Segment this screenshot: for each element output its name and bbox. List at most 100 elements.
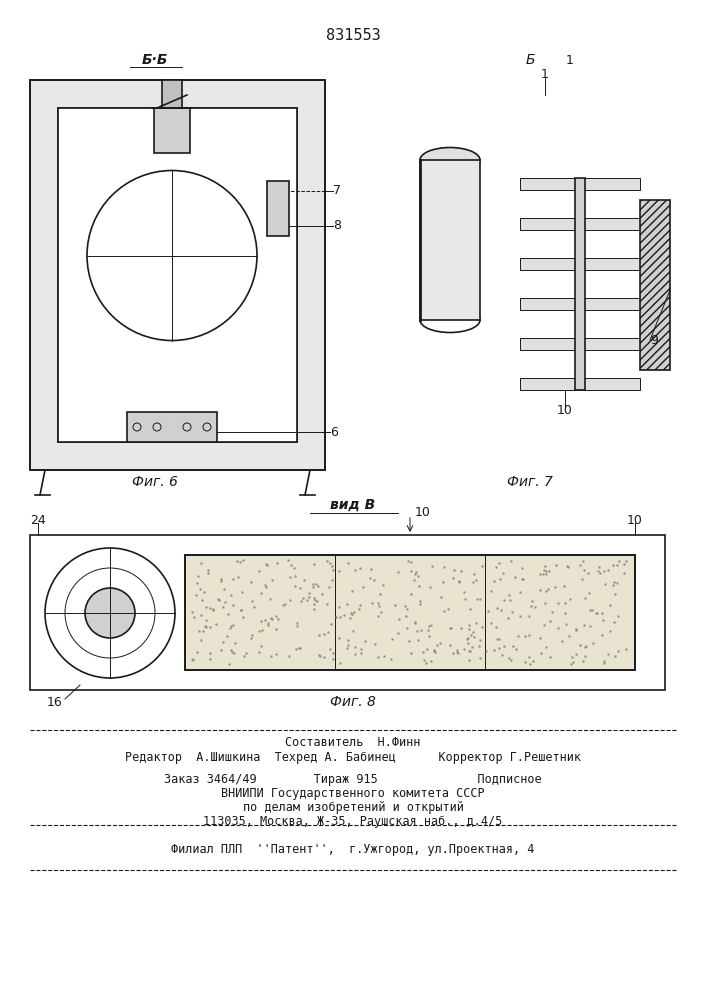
Point (378, 577, 389, 593)
Point (356, 645, 367, 661)
Point (444, 620, 455, 636)
Point (455, 620, 466, 636)
Point (234, 554, 245, 570)
Point (504, 587, 515, 603)
Point (411, 564, 422, 580)
Point (516, 560, 527, 576)
Point (563, 628, 574, 644)
Point (571, 622, 582, 638)
Point (390, 597, 401, 613)
Point (431, 637, 443, 653)
Point (508, 638, 519, 654)
Point (405, 554, 416, 570)
Point (480, 643, 491, 659)
Point (187, 652, 198, 668)
Point (489, 573, 500, 589)
Point (194, 623, 205, 639)
Point (226, 587, 237, 603)
Point (608, 574, 619, 590)
Point (285, 557, 296, 573)
Point (568, 654, 579, 670)
Point (342, 555, 354, 571)
Point (229, 635, 240, 651)
Point (453, 573, 464, 589)
Point (334, 655, 346, 671)
Point (467, 639, 478, 655)
Point (524, 608, 535, 624)
Point (303, 585, 315, 601)
Point (547, 604, 558, 620)
Point (270, 646, 281, 662)
Point (544, 613, 556, 629)
Point (579, 590, 590, 606)
Point (541, 563, 552, 579)
Point (468, 566, 479, 582)
Point (571, 621, 582, 637)
Point (312, 593, 323, 609)
Point (504, 650, 515, 666)
Point (580, 648, 591, 664)
Point (226, 644, 238, 660)
Point (509, 569, 520, 585)
Point (423, 618, 434, 634)
Point (256, 622, 267, 638)
Point (290, 568, 301, 584)
Point (523, 627, 534, 643)
Point (445, 620, 456, 636)
Point (228, 617, 239, 633)
Point (266, 648, 277, 664)
Point (271, 555, 283, 571)
Point (602, 562, 614, 578)
Bar (58, 108, 297, 442)
Point (365, 561, 376, 577)
Point (422, 622, 433, 638)
Point (486, 583, 497, 599)
Point (575, 557, 586, 573)
Point (474, 591, 486, 607)
Point (590, 605, 601, 621)
Point (317, 586, 328, 602)
Point (406, 586, 417, 602)
Point (330, 609, 341, 625)
Text: 7: 7 (333, 184, 341, 197)
Point (418, 652, 429, 668)
Bar (520, 258, 640, 270)
Point (373, 595, 384, 611)
Point (313, 627, 325, 643)
Point (544, 649, 555, 665)
Point (354, 601, 365, 617)
Point (540, 583, 551, 599)
Point (619, 556, 630, 572)
Point (426, 653, 437, 669)
Point (491, 619, 502, 635)
Point (346, 605, 357, 621)
Point (413, 568, 424, 584)
Point (237, 609, 248, 625)
Point (227, 597, 238, 613)
Point (291, 615, 302, 631)
Point (600, 576, 611, 592)
Point (349, 646, 361, 662)
Point (460, 591, 471, 607)
Point (496, 602, 507, 618)
Point (414, 596, 426, 612)
Bar (420, 160, 480, 320)
Point (288, 560, 300, 576)
Point (236, 584, 247, 600)
Point (192, 575, 203, 591)
Point (310, 576, 322, 592)
Point (333, 599, 344, 615)
Point (463, 643, 474, 659)
Point (505, 553, 516, 569)
Point (217, 634, 228, 650)
Point (593, 559, 604, 575)
Point (255, 638, 267, 654)
Bar (520, 298, 640, 310)
Point (265, 610, 276, 626)
Point (517, 571, 528, 587)
Point (538, 562, 549, 578)
Point (235, 602, 247, 618)
Point (527, 653, 539, 669)
Point (278, 597, 289, 613)
Point (262, 617, 274, 633)
